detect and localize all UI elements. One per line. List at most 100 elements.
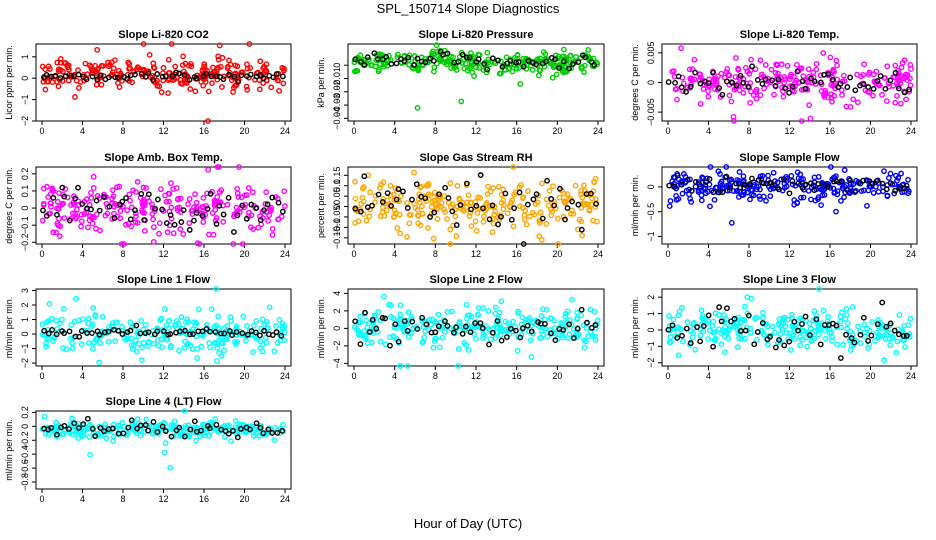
y-tick-label: 0	[20, 76, 30, 81]
data-point-reference	[145, 329, 152, 336]
data-point	[126, 191, 133, 198]
data-point	[90, 305, 97, 311]
data-point	[432, 318, 439, 325]
y-tick-label: 1	[20, 317, 30, 322]
data-point-reference	[762, 76, 769, 83]
data-point	[173, 185, 180, 192]
data-point-reference	[203, 70, 210, 77]
x-tick-label: 24	[593, 249, 603, 259]
data-point-reference	[789, 178, 796, 184]
data-point-reference	[162, 73, 169, 80]
x-tick-label: 8	[120, 126, 125, 136]
y-tick-label: −0.5	[646, 203, 656, 221]
data-point	[881, 357, 888, 364]
data-point-reference	[257, 72, 264, 78]
data-point-reference	[848, 335, 855, 341]
x-tick-label: 16	[512, 126, 522, 136]
data-point	[231, 211, 238, 218]
data-point-reference	[405, 54, 412, 61]
data-point	[815, 322, 821, 329]
data-point	[893, 349, 900, 356]
data-point-reference	[883, 323, 890, 330]
data-point	[520, 194, 527, 201]
data-point	[567, 210, 574, 217]
data-point	[105, 63, 112, 70]
data-point	[544, 333, 551, 340]
data-point	[770, 169, 777, 176]
data-point	[192, 191, 198, 198]
data-point	[428, 321, 435, 328]
data-point-reference	[588, 190, 594, 197]
data-point	[186, 433, 193, 440]
data-point	[363, 317, 369, 324]
data-point	[174, 196, 181, 203]
data-point-reference	[261, 327, 267, 334]
data-point	[718, 70, 725, 77]
data-point-reference	[133, 322, 140, 329]
x-axis-title: Hour of Day (UTC)	[413, 516, 523, 531]
data-point	[140, 202, 146, 209]
data-point	[60, 345, 66, 352]
data-point-reference	[191, 217, 197, 224]
data-point	[416, 199, 423, 206]
data-point-reference	[683, 325, 690, 332]
data-point	[261, 63, 268, 70]
data-point	[161, 449, 168, 456]
data-point	[892, 99, 899, 106]
data-point-reference	[106, 203, 113, 210]
x-tick-label: 20	[239, 494, 249, 504]
data-point-reference	[369, 316, 376, 323]
data-point	[821, 192, 828, 198]
x-tick-label: 12	[158, 494, 168, 504]
data-point	[266, 304, 273, 311]
data-point-reference	[887, 77, 894, 84]
data-point	[91, 339, 97, 346]
data-point	[145, 343, 151, 350]
data-point	[550, 183, 556, 190]
data-point	[210, 231, 217, 238]
data-point	[149, 201, 155, 208]
data-point	[850, 96, 857, 103]
data-point	[103, 200, 110, 207]
data-point	[585, 47, 592, 53]
data-point	[477, 195, 484, 201]
data-point-reference	[83, 76, 90, 83]
data-point	[362, 335, 369, 342]
data-point-reference	[903, 332, 910, 339]
data-point	[838, 324, 845, 331]
data-point-reference	[582, 54, 589, 61]
data-point	[401, 328, 407, 335]
data-point-reference	[176, 70, 183, 77]
data-point	[795, 324, 802, 331]
data-point-reference	[393, 60, 400, 67]
data-point-reference	[815, 181, 822, 187]
data-point	[75, 67, 81, 74]
y-axis-label: degrees C per min.	[4, 167, 14, 244]
data-point	[162, 192, 168, 199]
data-point	[224, 201, 231, 208]
data-point-reference	[825, 71, 832, 77]
data-point	[840, 72, 847, 79]
data-point-reference	[860, 177, 866, 184]
y-tick-label: −1	[20, 94, 30, 104]
data-point-reference	[234, 212, 241, 219]
data-point	[390, 191, 397, 198]
data-point	[232, 418, 239, 425]
data-point-reference	[414, 326, 421, 332]
x-tick-label: 4	[706, 249, 711, 259]
data-point	[695, 187, 702, 194]
data-point	[362, 333, 369, 340]
data-point-reference	[97, 72, 104, 79]
data-point-reference	[84, 415, 91, 422]
data-point	[125, 335, 131, 342]
data-point	[194, 204, 200, 211]
data-point	[387, 182, 394, 189]
data-point	[150, 64, 157, 71]
data-point	[357, 330, 363, 337]
data-point	[88, 323, 95, 329]
data-point-reference	[422, 195, 429, 202]
data-point-reference	[499, 63, 506, 70]
data-point	[706, 181, 713, 188]
data-point-reference	[230, 229, 237, 235]
